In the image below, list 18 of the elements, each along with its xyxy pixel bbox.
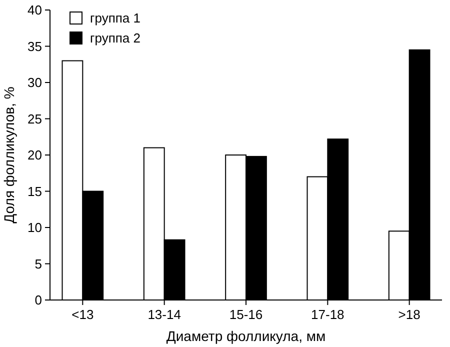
y-tick-label: 10 [28,220,42,236]
legend-label: группа 1 [90,10,140,26]
y-tick-label: 30 [28,75,42,90]
x-axis-title: Диаметр фолликула, мм [166,328,326,344]
y-axis-title: Доля фолликулов, % [1,86,17,224]
x-tick-label: 17-18 [311,307,344,322]
y-tick-label: 25 [28,111,42,126]
y-tick-label: 0 [34,292,42,308]
y-tick-label: 20 [28,148,42,163]
y-tick-label: 40 [28,2,42,18]
y-tick-label: 15 [28,184,42,199]
legend-label: группа 2 [90,30,140,46]
y-tick-label: 5 [34,256,42,272]
y-tick-label: 35 [28,38,42,54]
x-tick-label: >18 [398,307,420,322]
x-tick-label: 15-16 [229,307,263,322]
x-tick-label: 13-14 [148,307,181,322]
x-tick-label: <13 [72,307,94,322]
